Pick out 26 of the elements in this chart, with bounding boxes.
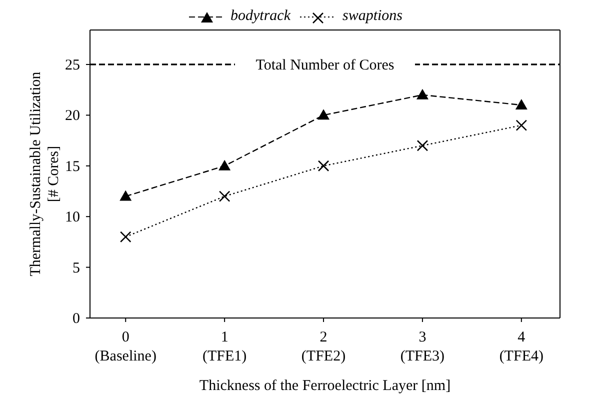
ref-line-label: Total Number of Cores bbox=[256, 57, 394, 74]
y-tick-label: 5 bbox=[72, 260, 80, 276]
y-axis-title: Thermally-Sustainable Utilization [# Cores] bbox=[28, 71, 62, 276]
y-tick-label: 20 bbox=[65, 108, 80, 124]
x-tick-label: 4 (TFE4) bbox=[499, 330, 544, 364]
point bbox=[416, 140, 428, 152]
point bbox=[120, 231, 132, 243]
x-tick-label: 2 (TFE2) bbox=[301, 330, 346, 364]
x-axis-title: Thickness of the Ferroelectric Layer [nm] bbox=[199, 378, 451, 394]
point bbox=[318, 109, 330, 120]
y-tick-label: 25 bbox=[65, 57, 80, 74]
point bbox=[516, 120, 528, 131]
point bbox=[515, 99, 528, 110]
point bbox=[318, 160, 330, 172]
x-tick-label: 0 (Baseline) bbox=[94, 330, 156, 364]
y-tick-label: 15 bbox=[65, 158, 80, 175]
point bbox=[218, 160, 231, 170]
legend-label: swaptions bbox=[342, 8, 402, 25]
point bbox=[416, 88, 428, 100]
point bbox=[120, 190, 132, 201]
y-tick-label: 0 bbox=[72, 311, 80, 327]
point bbox=[218, 190, 230, 202]
x-tick-label: 1 (TFE1) bbox=[202, 330, 247, 364]
y-tick-label: 10 bbox=[65, 210, 80, 226]
x-tick-label: 3 (TFE3) bbox=[400, 330, 445, 364]
legend-label: bodytrack bbox=[230, 8, 290, 25]
